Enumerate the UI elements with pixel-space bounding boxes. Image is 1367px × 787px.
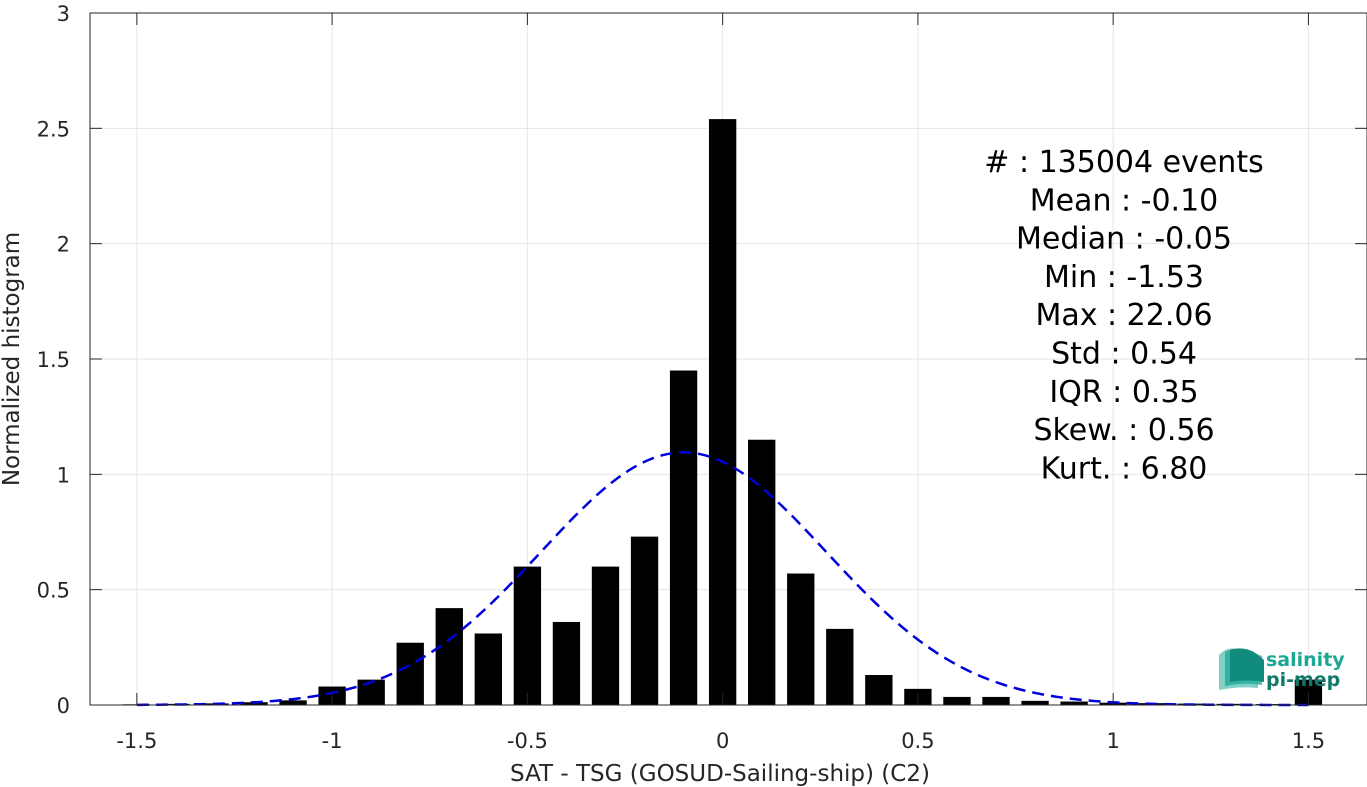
bar [435,608,463,705]
tick-labels: -1.5 -1 -0.5 0 0.5 1 1.5 0 0.5 1 1.5 2 2.5 3 [37,2,1326,753]
x-axis-label: SAT - TSG (GOSUD-Sailing-ship) (C2) [510,761,930,787]
bar [708,119,737,705]
x-tick-label: 0 [716,729,729,753]
stats-line: Mean : -0.10 [1030,183,1219,218]
stats-line: IQR : 0.35 [1049,375,1198,410]
bar [240,702,268,705]
bar [513,566,542,705]
logo-wave-icon [1219,648,1264,690]
bar [630,536,659,705]
y-tick-label: 3 [57,2,70,26]
bar [552,621,581,705]
x-tick-label: 1.5 [1292,729,1325,753]
bar [865,675,893,705]
stats-line: Kurt. : 6.80 [1041,451,1208,486]
stats-line: Std : 0.54 [1051,337,1197,372]
stats-line: Max : 22.06 [1035,298,1212,333]
bar [669,370,698,705]
stats-line: Min : -1.53 [1044,260,1204,295]
y-tick-label: 1.5 [37,348,70,372]
bar [396,642,424,705]
bar [826,628,854,705]
y-tick-label: 0 [57,694,70,718]
bar [474,633,502,705]
stats-line: Median : -0.05 [1016,222,1232,257]
x-tick-label: 1 [1106,729,1119,753]
bar [591,566,620,705]
y-tick-label: 2 [57,233,70,257]
salinity-pi-mep-logo: salinity pi-mep [1219,648,1345,691]
axis-ticks [90,12,1367,706]
bar [982,696,1010,705]
stats-line: Skew. : 0.56 [1033,413,1214,448]
y-axis-label: Normalized histogram [0,232,25,486]
bar [357,679,385,705]
y-tick-label: 2.5 [37,117,70,141]
bar [279,700,307,705]
x-tick-label: 0.5 [901,729,934,753]
y-tick-label: 0.5 [37,579,70,603]
bar [943,696,971,705]
bar [1060,701,1088,705]
x-tick-label: -1.5 [116,729,157,753]
logo-text-pi-mep: pi-mep [1266,669,1340,691]
bar [787,573,815,705]
y-tick-label: 1 [57,463,70,487]
logo-text-salinity: salinity [1266,649,1345,671]
bar [1021,700,1049,705]
x-tick-label: -1 [322,729,343,753]
stats-line: # : 135004 events [984,145,1263,180]
x-tick-label: -0.5 [507,729,548,753]
bar [748,439,776,705]
bar-series [123,119,1323,705]
